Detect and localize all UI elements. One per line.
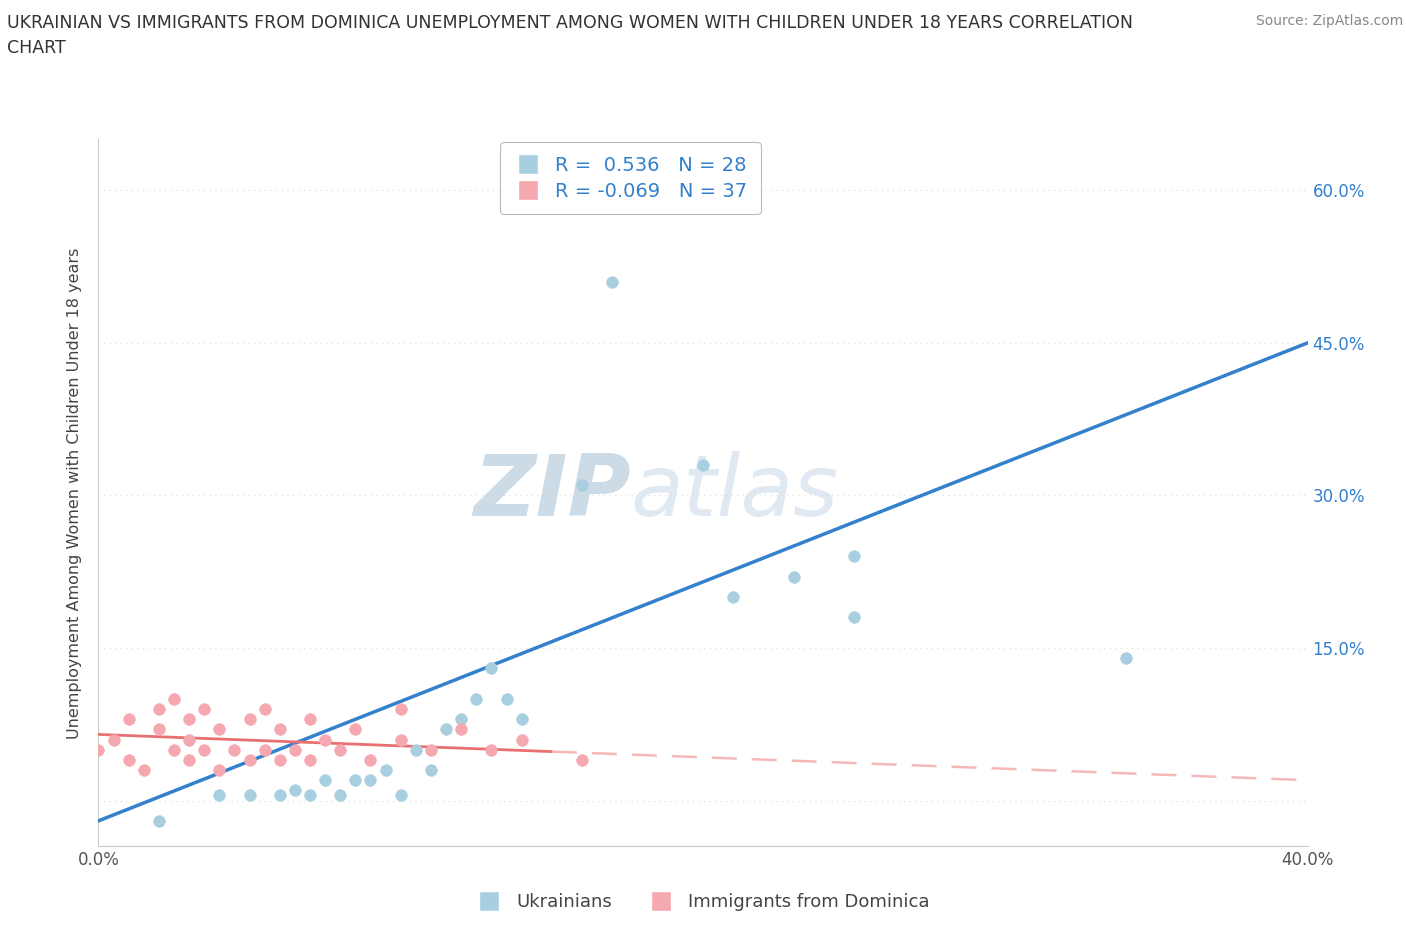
Point (465, 691, 488, 706)
Point (239, 788, 262, 803)
Point (389, 732, 412, 747)
Point (389, 788, 412, 803)
Point (481, 661, 503, 676)
Point (723, 590, 745, 604)
Point (253, 742, 276, 757)
Point (253, 701, 276, 716)
Point (783, 569, 806, 584)
Point (360, 773, 382, 788)
Point (118, 711, 141, 726)
Text: ZIP: ZIP (472, 451, 630, 535)
Point (314, 732, 336, 747)
Point (269, 788, 291, 803)
Point (148, 814, 170, 829)
Point (344, 773, 367, 788)
Point (87, 742, 110, 757)
Point (450, 711, 472, 726)
Text: CHART: CHART (7, 39, 66, 57)
Text: UKRAINIAN VS IMMIGRANTS FROM DOMINICA UNEMPLOYMENT AMONG WOMEN WITH CHILDREN UND: UKRAINIAN VS IMMIGRANTS FROM DOMINICA UN… (7, 14, 1133, 32)
Point (602, 274, 624, 289)
Point (284, 742, 307, 757)
Point (208, 722, 231, 737)
Point (510, 711, 533, 726)
Point (269, 752, 291, 767)
Point (329, 788, 352, 803)
Point (148, 722, 170, 737)
Point (179, 752, 201, 767)
Point (344, 722, 367, 737)
Point (269, 722, 291, 737)
Point (510, 732, 533, 747)
Point (481, 742, 503, 757)
Point (163, 742, 186, 757)
Point (405, 742, 427, 757)
Point (374, 763, 396, 777)
Point (299, 752, 322, 767)
Text: Source: ZipAtlas.com: Source: ZipAtlas.com (1256, 14, 1403, 28)
Point (118, 752, 141, 767)
Point (193, 701, 215, 716)
Point (571, 478, 593, 493)
Point (224, 742, 246, 757)
Point (329, 742, 352, 757)
Point (163, 691, 186, 706)
Point (239, 711, 262, 726)
Point (1115, 651, 1137, 666)
Point (193, 742, 215, 757)
Point (239, 752, 262, 767)
Point (450, 722, 472, 737)
Point (179, 711, 201, 726)
Point (495, 691, 517, 706)
Point (434, 722, 457, 737)
Point (179, 732, 201, 747)
Point (299, 788, 322, 803)
Point (420, 742, 443, 757)
Point (360, 752, 382, 767)
Legend: Ukrainians, Immigrants from Dominica: Ukrainians, Immigrants from Dominica (470, 886, 936, 919)
Point (299, 711, 322, 726)
Point (103, 732, 125, 747)
Point (208, 763, 231, 777)
Point (132, 763, 155, 777)
Point (314, 773, 336, 788)
Y-axis label: Unemployment Among Women with Children Under 18 years: Unemployment Among Women with Children U… (67, 247, 83, 738)
Text: atlas: atlas (630, 451, 838, 535)
Point (844, 610, 866, 625)
Point (148, 701, 170, 716)
Point (571, 752, 593, 767)
Point (692, 458, 714, 472)
Point (389, 701, 412, 716)
Point (420, 763, 443, 777)
Point (208, 788, 231, 803)
Point (284, 783, 307, 798)
Point (844, 549, 866, 564)
